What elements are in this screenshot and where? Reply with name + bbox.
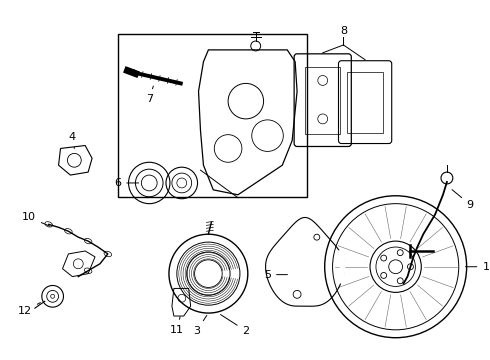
- Text: 4: 4: [69, 132, 76, 148]
- Text: 8: 8: [340, 26, 347, 36]
- Text: 3: 3: [193, 315, 207, 336]
- Bar: [118, 34, 307, 197]
- Text: 5: 5: [264, 270, 288, 280]
- Text: 6: 6: [114, 178, 139, 188]
- Bar: [305, 67, 341, 134]
- Text: 10: 10: [22, 212, 50, 226]
- Text: 11: 11: [170, 317, 184, 335]
- Text: 7: 7: [146, 86, 153, 104]
- Text: 9: 9: [452, 190, 474, 210]
- Text: 12: 12: [18, 303, 40, 316]
- Bar: [347, 72, 383, 133]
- Text: 2: 2: [220, 315, 249, 336]
- Text: 1: 1: [466, 262, 490, 272]
